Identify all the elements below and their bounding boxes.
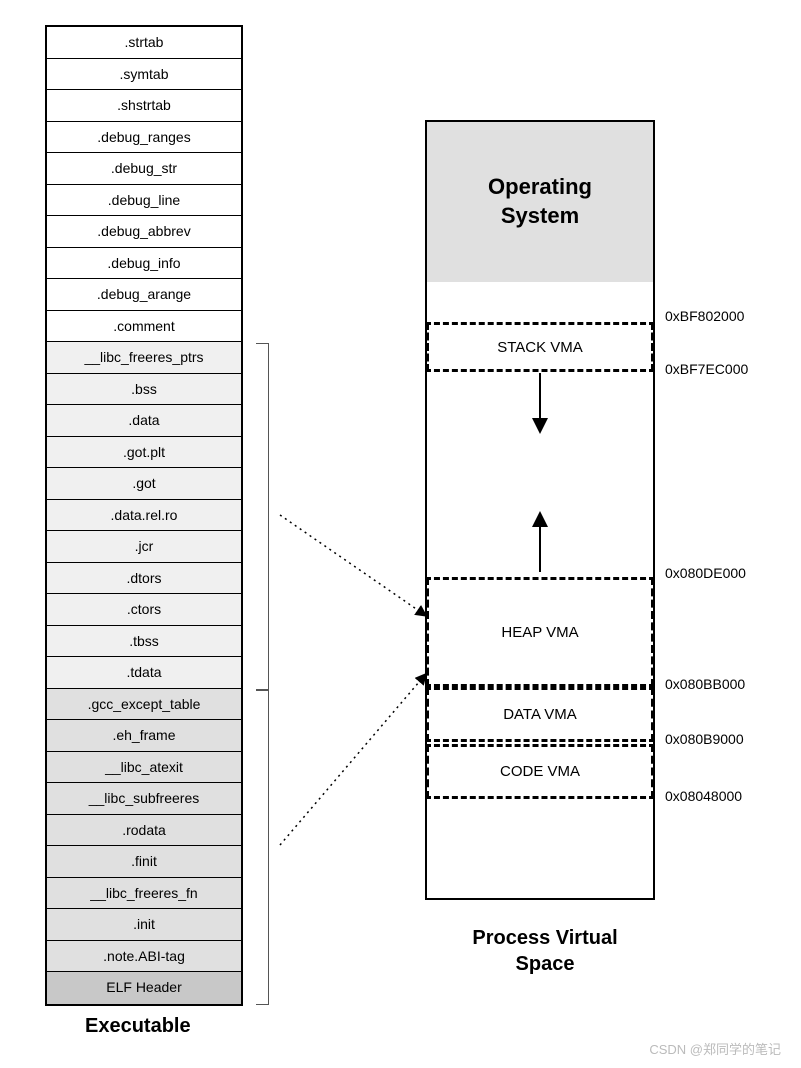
exe-section-row: ELF Header <box>47 972 241 1004</box>
exe-section-row: .strtab <box>47 27 241 59</box>
exe-section-row: .tbss <box>47 626 241 658</box>
exe-section-row: .comment <box>47 311 241 343</box>
exe-section-row: .shstrtab <box>47 90 241 122</box>
pvs-label: Process VirtualSpace <box>445 925 645 977</box>
diagram-container: .strtab.symtab.shstrtab.debug_ranges.deb… <box>45 25 765 1025</box>
exe-section-row: __libc_freeres_ptrs <box>47 342 241 374</box>
exe-section-row: .got <box>47 468 241 500</box>
exe-section-row: __libc_freeres_fn <box>47 878 241 910</box>
exe-section-row: .debug_ranges <box>47 122 241 154</box>
exe-section-row: .tdata <box>47 657 241 689</box>
vma-box: DATA VMA <box>425 687 655 742</box>
exe-section-row: .eh_frame <box>47 720 241 752</box>
address-label: 0xBF802000 <box>665 308 744 324</box>
vma-box: HEAP VMA <box>425 577 655 687</box>
section-bracket <box>255 343 269 690</box>
exe-section-row: .dtors <box>47 563 241 595</box>
exe-section-row: .gcc_except_table <box>47 689 241 721</box>
address-label: 0xBF7EC000 <box>665 361 748 377</box>
process-virtual-space-box: OperatingSystem STACK VMA HEAP VMADATA VM… <box>425 120 655 900</box>
exe-section-row: .got.plt <box>47 437 241 469</box>
exe-section-row: __libc_subfreeres <box>47 783 241 815</box>
watermark-text: CSDN @郑同学的笔记 <box>649 1039 781 1058</box>
exe-section-row: .debug_info <box>47 248 241 280</box>
address-label: 0x08048000 <box>665 788 742 804</box>
exe-section-row: .ctors <box>47 594 241 626</box>
vma-box: STACK VMA <box>425 322 655 372</box>
executable-table: .strtab.symtab.shstrtab.debug_ranges.deb… <box>45 25 243 1006</box>
address-label: 0x080DE000 <box>665 565 746 581</box>
exe-section-row: .jcr <box>47 531 241 563</box>
address-label: 0x080BB000 <box>665 676 745 692</box>
exe-section-row: .init <box>47 909 241 941</box>
exe-section-row: __libc_atexit <box>47 752 241 784</box>
exe-section-row: .debug_abbrev <box>47 216 241 248</box>
exe-section-row: .rodata <box>47 815 241 847</box>
executable-label: Executable <box>85 1015 191 1038</box>
exe-section-row: .debug_line <box>47 185 241 217</box>
exe-section-row: .debug_str <box>47 153 241 185</box>
exe-section-row: .note.ABI-tag <box>47 941 241 973</box>
operating-system-region: OperatingSystem <box>427 122 653 282</box>
address-label: 0x080B9000 <box>665 731 744 747</box>
exe-section-row: .finit <box>47 846 241 878</box>
exe-section-row: .symtab <box>47 59 241 91</box>
exe-section-row: .bss <box>47 374 241 406</box>
vma-box: CODE VMA <box>425 744 655 799</box>
exe-section-row: .debug_arange <box>47 279 241 311</box>
exe-section-row: .data <box>47 405 241 437</box>
section-bracket <box>255 690 269 1005</box>
os-label: OperatingSystem <box>488 173 592 230</box>
exe-section-row: .data.rel.ro <box>47 500 241 532</box>
